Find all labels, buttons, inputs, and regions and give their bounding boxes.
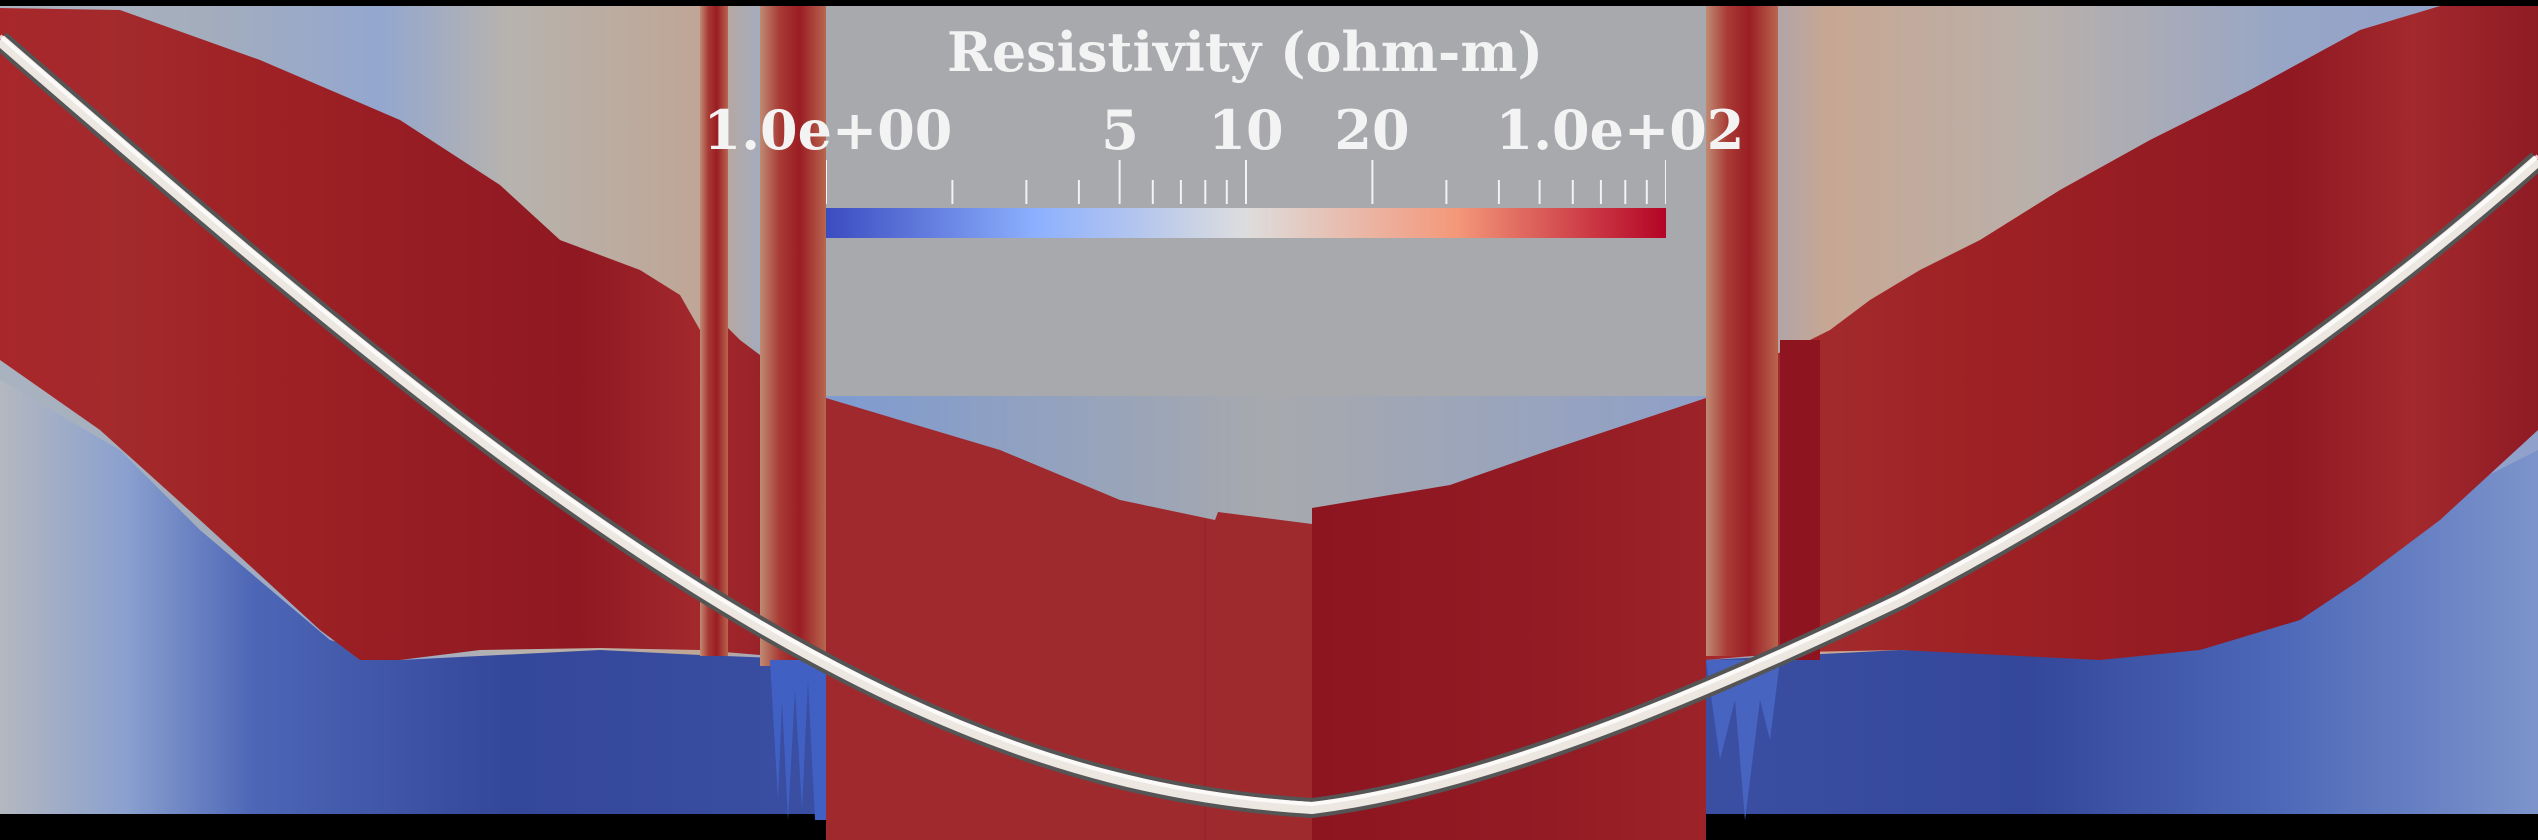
left-stripe-b: [760, 6, 826, 666]
colorbar-tick-5-label: 5: [1101, 98, 1139, 162]
right-stripe-a: [1706, 6, 1778, 656]
left-blue-spikes: [770, 660, 826, 820]
center-background: [826, 6, 1706, 396]
colorbar: [826, 160, 1666, 238]
colorbar-max-label: 1.0e+02: [1495, 98, 1745, 162]
low-resistivity-band: [0, 380, 2538, 814]
right-blue-spikes: [1706, 660, 1780, 820]
colorbar-title: Resistivity (ohm-m): [946, 20, 1544, 84]
colorbar-tick-10-label: 10: [1208, 98, 1284, 162]
left-stripe-a: [700, 6, 728, 656]
right-stripe-b: [1780, 340, 1820, 660]
colorbar-gradient: [826, 208, 1666, 238]
left-red-slab: [0, 8, 826, 660]
top-border: [0, 0, 2538, 6]
colorbar-ticks: [826, 160, 1666, 204]
colorbar-min-label: 1.0e+00: [703, 98, 953, 162]
right-red-slab: [1706, 6, 2538, 660]
colorbar-tick-20-label: 20: [1334, 98, 1410, 162]
well-trajectory-highlight: [0, 34, 2538, 807]
well-trajectory: [0, 35, 2538, 815]
